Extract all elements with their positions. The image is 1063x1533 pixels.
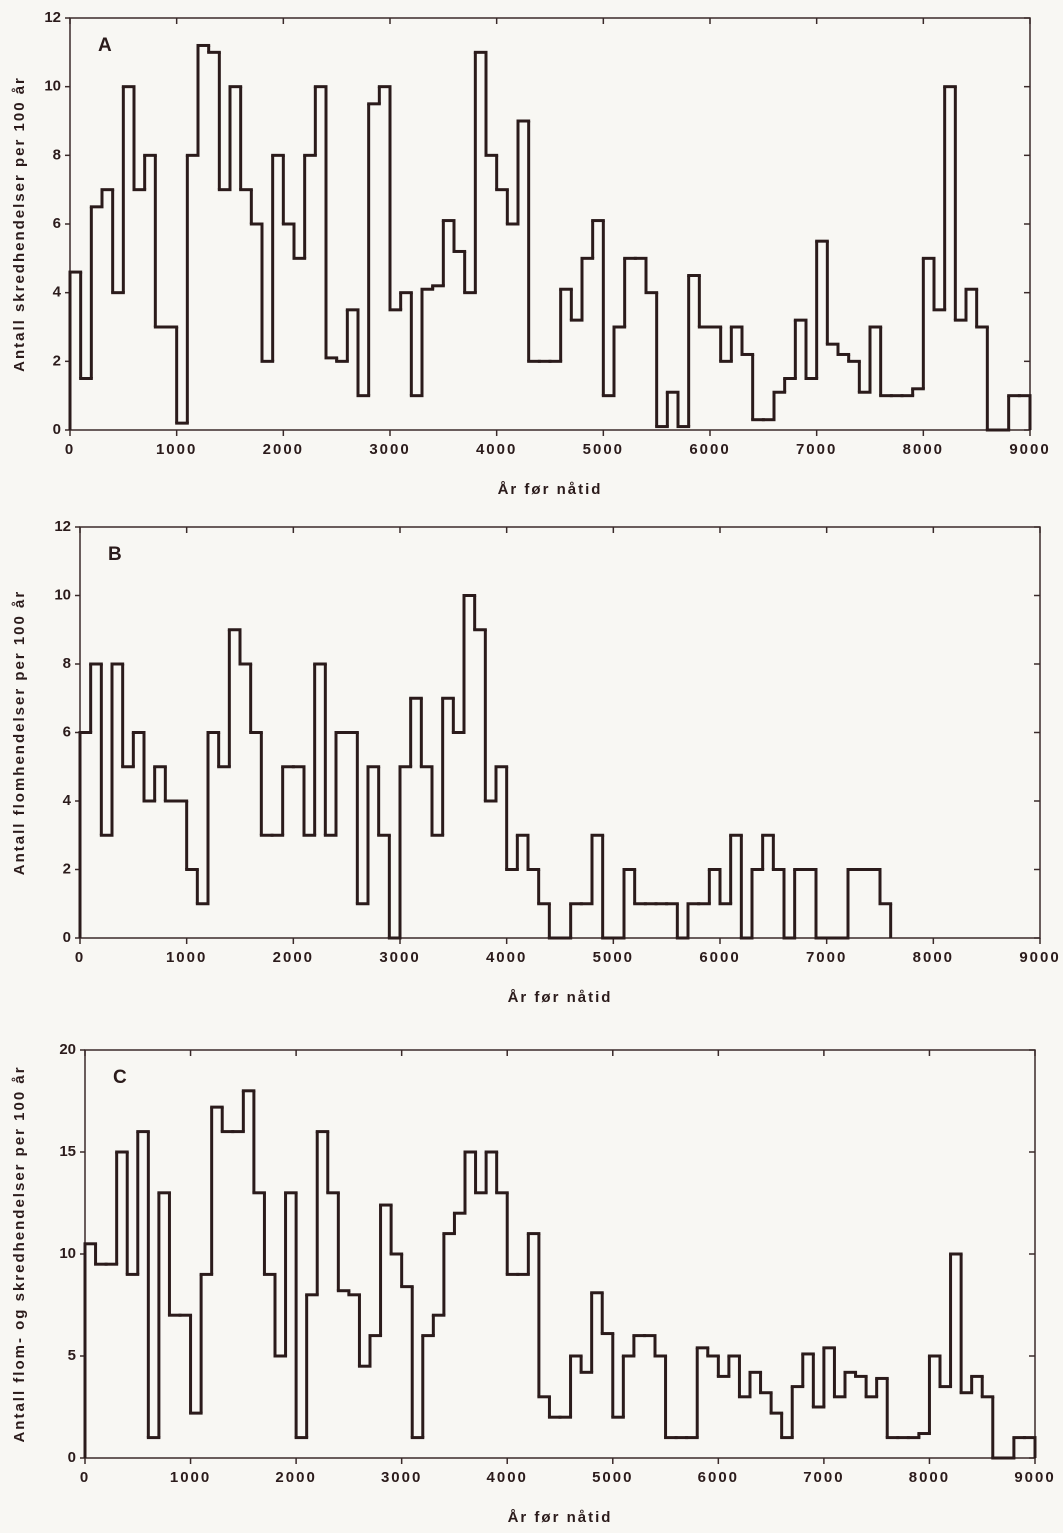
- y-tick-label: 0: [68, 1449, 76, 1466]
- y-tick-label: 20: [59, 1041, 76, 1058]
- panel-label: C: [113, 1067, 127, 1088]
- y-tick-label: 2: [53, 352, 61, 369]
- y-tick-label: 10: [44, 78, 61, 95]
- y-tick-label: 4: [53, 284, 62, 301]
- x-tick-label: 7000: [796, 441, 837, 458]
- x-tick-label: 4000: [486, 949, 527, 966]
- x-axis-label: År før nåtid: [508, 989, 613, 1006]
- y-tick-label: 6: [63, 723, 71, 740]
- y-tick-label: 8: [53, 146, 61, 163]
- x-tick-label: 4000: [476, 441, 517, 458]
- x-tick-label: 0: [80, 1469, 90, 1486]
- y-tick-label: 10: [54, 586, 71, 603]
- x-tick-label: 2000: [273, 949, 314, 966]
- y-tick-label: 12: [44, 9, 61, 26]
- y-axis-label: Antall flomhendelser per 100 år: [11, 590, 28, 875]
- x-tick-label: 9000: [1019, 949, 1060, 966]
- y-tick-label: 8: [63, 655, 71, 672]
- y-tick-label: 2: [63, 860, 71, 877]
- x-tick-label: 8000: [913, 949, 954, 966]
- x-tick-label: 8000: [903, 441, 944, 458]
- panel-label: B: [108, 544, 122, 565]
- x-tick-label: 6000: [689, 441, 730, 458]
- x-tick-label: 9000: [1009, 441, 1050, 458]
- x-tick-label: 1000: [156, 441, 197, 458]
- x-tick-label: 4000: [487, 1469, 528, 1486]
- y-tick-label: 0: [53, 421, 61, 438]
- y-tick-label: 6: [53, 215, 61, 232]
- x-tick-label: 0: [65, 441, 75, 458]
- x-tick-label: 2000: [275, 1469, 316, 1486]
- x-tick-label: 1000: [166, 949, 207, 966]
- y-tick-label: 12: [54, 518, 71, 535]
- x-tick-label: 8000: [909, 1469, 950, 1486]
- plot-frame: [69, 17, 1031, 431]
- x-axis-label: År før nåtid: [508, 1509, 613, 1526]
- y-axis-label: Antall flom- og skredhendelser per 100 å…: [11, 1065, 28, 1442]
- x-tick-label: 3000: [381, 1469, 422, 1486]
- x-tick-label: 3000: [379, 949, 420, 966]
- x-tick-label: 0: [75, 949, 85, 966]
- x-tick-label: 7000: [806, 949, 847, 966]
- x-axis-label: År før nåtid: [498, 481, 603, 498]
- y-tick-label: 4: [63, 792, 72, 809]
- y-tick-label: 0: [63, 929, 71, 946]
- x-tick-label: 1000: [170, 1469, 211, 1486]
- y-axis-label: Antall skredhendelser per 100 år: [11, 76, 28, 372]
- x-tick-label: 5000: [592, 1469, 633, 1486]
- x-tick-label: 3000: [369, 441, 410, 458]
- x-tick-label: 2000: [263, 441, 304, 458]
- y-tick-label: 15: [59, 1143, 76, 1160]
- plot-frame: [79, 526, 1041, 939]
- x-tick-label: 5000: [593, 949, 634, 966]
- x-tick-label: 7000: [803, 1469, 844, 1486]
- y-tick-label: 5: [68, 1347, 76, 1364]
- x-tick-label: 9000: [1014, 1469, 1055, 1486]
- x-tick-label: 5000: [583, 441, 624, 458]
- x-tick-label: 6000: [699, 949, 740, 966]
- x-tick-label: 6000: [698, 1469, 739, 1486]
- y-tick-label: 10: [59, 1245, 76, 1262]
- plot-frame: [84, 1049, 1036, 1459]
- panel-label: A: [98, 35, 112, 56]
